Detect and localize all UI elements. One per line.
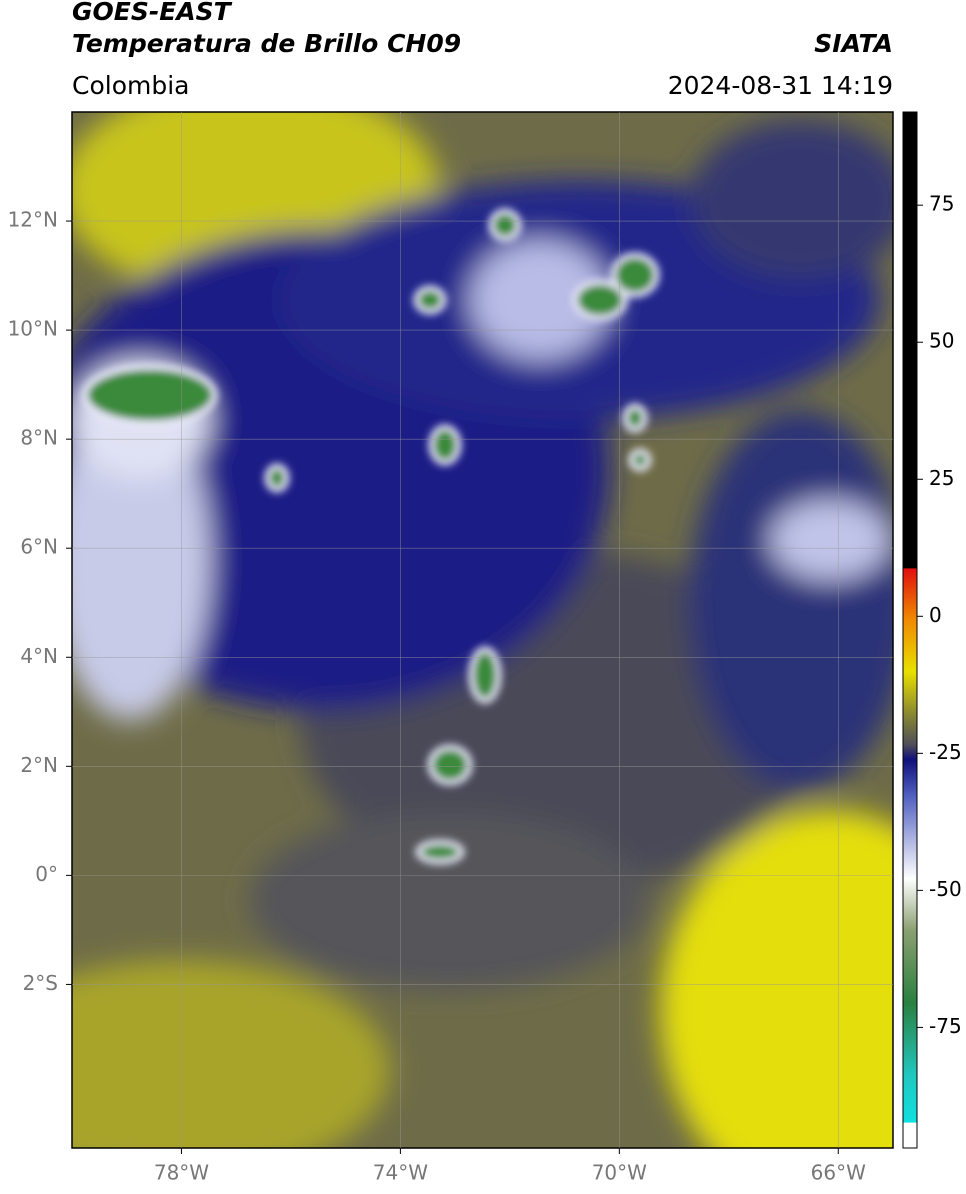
lat-label: 12°N — [8, 208, 58, 232]
lat-label: 0° — [35, 862, 58, 886]
colorbar-label: 25 — [929, 466, 954, 490]
map-frame — [71, 111, 894, 1149]
lat-label: 8°N — [20, 426, 58, 450]
colorbar — [902, 111, 918, 1149]
region: Colombia — [72, 71, 189, 100]
lat-label: 10°N — [8, 317, 58, 341]
source: SIATA — [814, 29, 893, 58]
lon-label: 78°W — [154, 1161, 209, 1185]
lon-label: 66°W — [811, 1161, 866, 1185]
lon-label: 74°W — [373, 1161, 428, 1185]
colorbar-label: -50 — [929, 877, 962, 901]
colorbar-label: -25 — [929, 740, 962, 764]
lat-label: 2°S — [23, 971, 58, 995]
colorbar-label: -75 — [929, 1014, 962, 1038]
colorbar-label: 0 — [929, 603, 942, 627]
product: Temperatura de Brillo CH09 — [72, 29, 461, 58]
colorbar-label: 50 — [929, 329, 954, 353]
lat-label: 6°N — [20, 535, 58, 559]
colorbar-label: 75 — [929, 192, 954, 216]
lat-label: 4°N — [20, 644, 58, 668]
satellite: GOES-EAST — [72, 0, 233, 26]
satellite-image — [72, 112, 893, 1148]
lat-label: 2°N — [20, 753, 58, 777]
datetime: 2024-08-31 14:19 — [668, 71, 893, 100]
lon-label: 70°W — [592, 1161, 647, 1185]
